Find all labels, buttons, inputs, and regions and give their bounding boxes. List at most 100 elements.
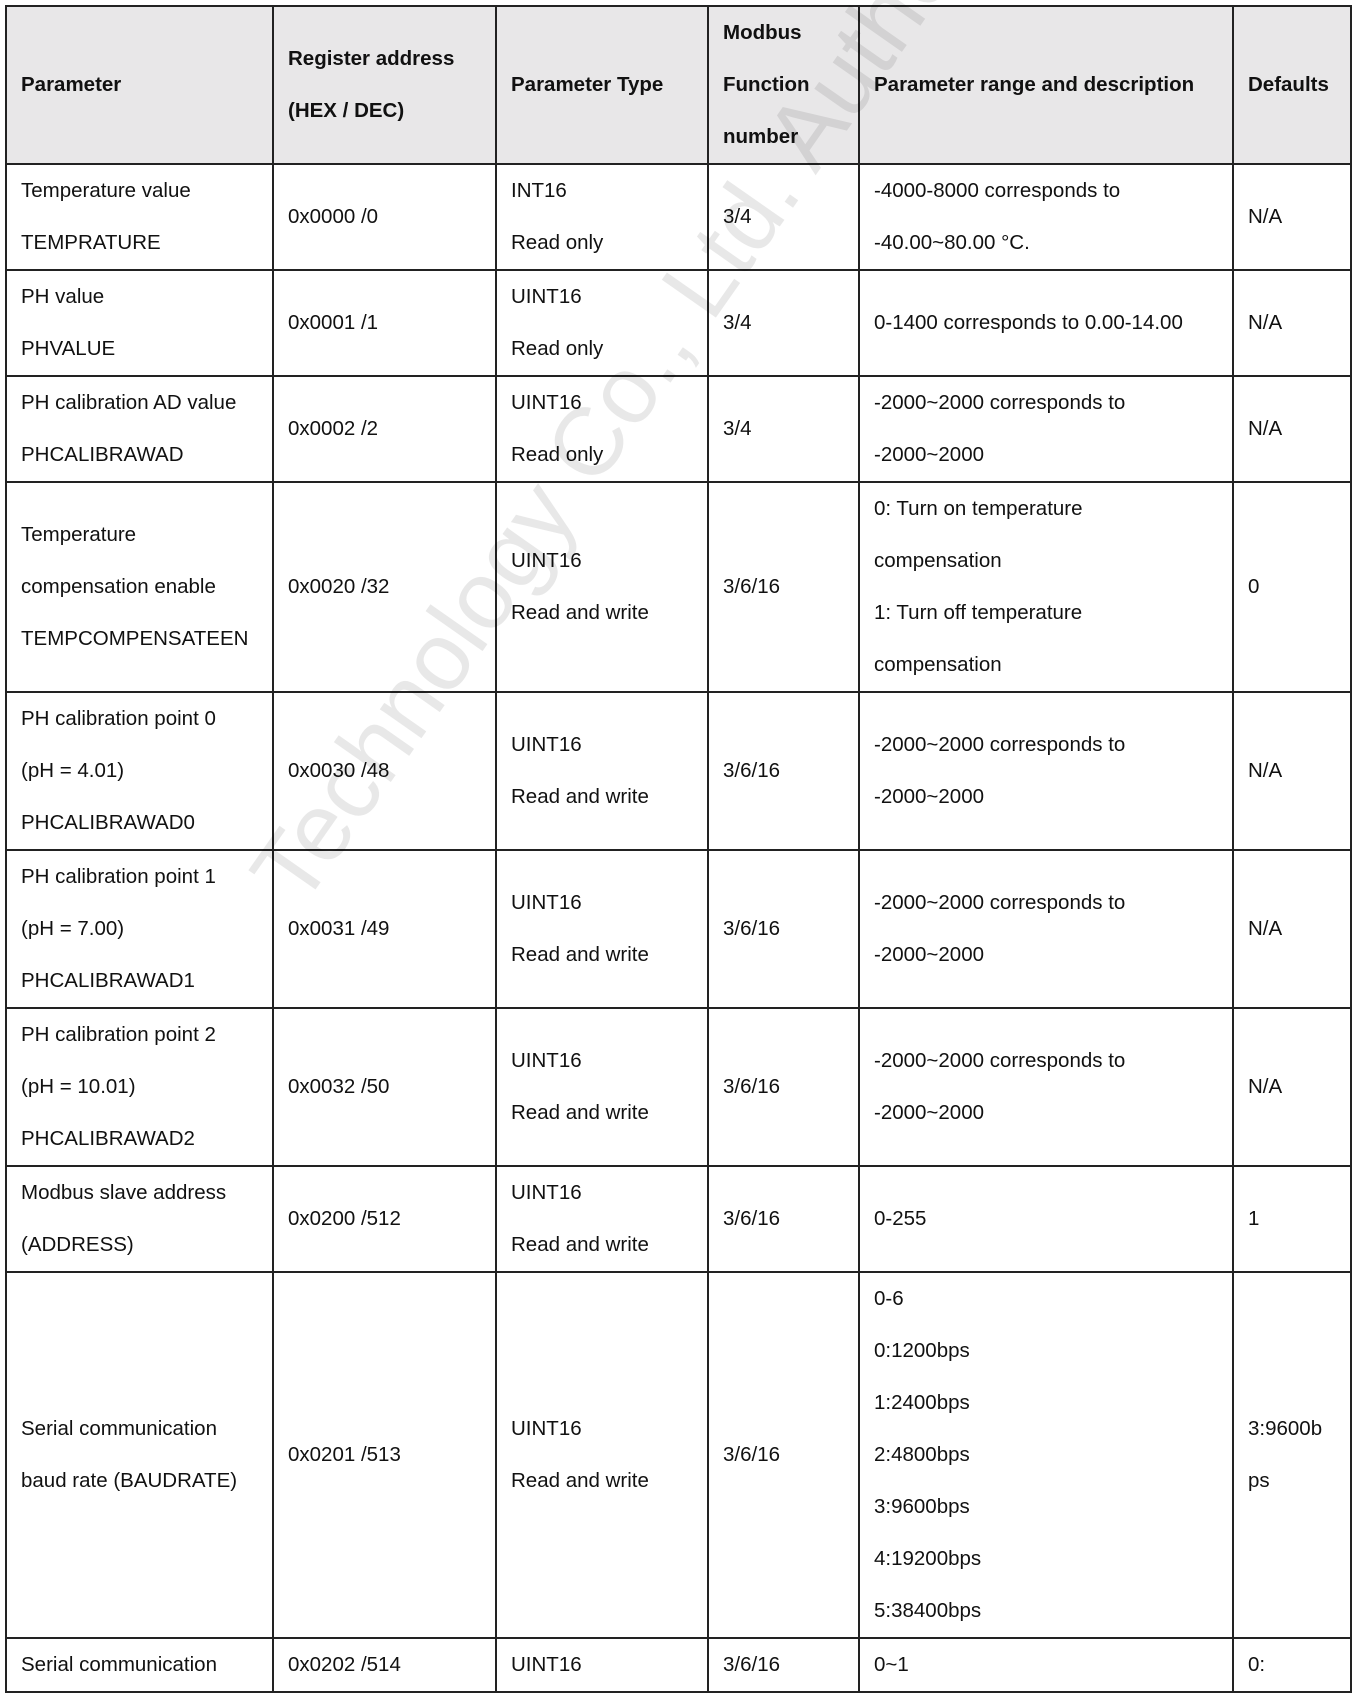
cell-text: 1: Turn off temperature	[874, 601, 1083, 624]
cell-text: -2000~2000	[874, 785, 985, 808]
cell-function-number: 3/6/16	[707, 1271, 860, 1639]
cell-text: PH calibration point 0	[21, 707, 216, 730]
cell-text: Temperature	[21, 523, 137, 546]
cell-text: PH calibration AD value	[21, 391, 237, 414]
header-text: number	[723, 125, 799, 148]
header-text: Register address	[288, 47, 455, 70]
cell-function-number: 3/6/16	[707, 1007, 860, 1167]
cell-text: UINT16	[511, 549, 582, 572]
cell-parameter: PH calibration point 0 (pH = 4.01) PHCALIB…	[5, 691, 274, 851]
cell-text: compensation enable	[21, 575, 216, 598]
cell-parameter-type: UINT16 Read and write	[495, 1165, 709, 1273]
cell-range-description: 0~1	[858, 1637, 1234, 1693]
cell-text: Read only	[511, 337, 604, 360]
cell-text: ps	[1248, 1469, 1270, 1492]
cell-parameter: PH calibration AD value PHCALIBRAWAD	[5, 375, 274, 483]
cell-text: 0-255	[874, 1207, 927, 1230]
cell-text: 0~1	[874, 1653, 909, 1676]
header-parameter: Parameter	[5, 5, 274, 165]
cell-defaults: 0	[1232, 481, 1352, 693]
header-text: Defaults	[1248, 73, 1329, 96]
cell-parameter: Temperature compensation enable TEMPCOMPEN…	[5, 481, 274, 693]
cell-text: 0:1200bps	[874, 1339, 970, 1362]
cell-range-description: -2000~2000 corresponds to -2000~2000	[858, 1007, 1234, 1167]
cell-text: -2000~2000	[874, 943, 985, 966]
table-row: PH calibration point 1 (pH = 7.00) PHCALIB…	[5, 849, 1352, 1009]
cell-defaults: N/A	[1232, 1007, 1352, 1167]
cell-text: N/A	[1248, 205, 1283, 228]
cell-text: Read and write	[511, 1101, 649, 1124]
cell-parameter: Serial communication	[5, 1637, 274, 1693]
cell-defaults: N/A	[1232, 269, 1352, 377]
table-row: Temperature compensation enable TEMPCOMPEN…	[5, 481, 1352, 693]
cell-text: PHCALIBRAWAD	[21, 443, 184, 466]
cell-text: Read and write	[511, 785, 649, 808]
cell-register-address: 0x0001 /1	[272, 269, 497, 377]
cell-function-number: 3/6/16	[707, 691, 860, 851]
cell-function-number: 3/4	[707, 269, 860, 377]
cell-range-description: -2000~2000 corresponds to -2000~2000	[858, 691, 1234, 851]
cell-text: PH calibration point 2	[21, 1023, 216, 1046]
cell-function-number: 3/4	[707, 375, 860, 483]
cell-text: UINT16	[511, 733, 582, 756]
table-row: Serial communication 0x0202 /514 UINT16 3/6…	[5, 1637, 1352, 1693]
header-text: Function	[723, 73, 810, 96]
cell-text: UINT16	[511, 891, 582, 914]
cell-text: 4:19200bps	[874, 1547, 982, 1570]
cell-text: -2000~2000	[874, 1101, 985, 1124]
cell-text: 1:2400bps	[874, 1391, 970, 1414]
cell-text: PH calibration point 1	[21, 865, 216, 888]
cell-register-address: 0x0000 /0	[272, 163, 497, 271]
cell-text: UINT16	[511, 1181, 582, 1204]
header-defaults: Defaults	[1232, 5, 1352, 165]
table-row: Serial communication baud rate (BAUDRATE)…	[5, 1271, 1352, 1639]
cell-parameter-type: UINT16 Read and write	[495, 1271, 709, 1639]
cell-text: Read and write	[511, 943, 649, 966]
cell-text: -2000~2000	[874, 443, 985, 466]
cell-text: 1	[1248, 1207, 1260, 1230]
cell-text: UINT16	[511, 285, 582, 308]
cell-text: 0-6	[874, 1287, 904, 1310]
cell-defaults: 3:9600b ps	[1232, 1271, 1352, 1639]
cell-text: baud rate (BAUDRATE)	[21, 1469, 238, 1492]
cell-parameter: Temperature value TEMPRATURE	[5, 163, 274, 271]
header-text: (HEX / DEC)	[288, 99, 405, 122]
header-text: Parameter	[21, 73, 122, 96]
cell-defaults: N/A	[1232, 849, 1352, 1009]
header-text: Parameter range and description	[874, 73, 1195, 96]
cell-parameter-type: UINT16 Read only	[495, 269, 709, 377]
table-row: Modbus slave address (ADDRESS) 0x0200 /512…	[5, 1165, 1352, 1273]
cell-text: UINT16	[511, 1049, 582, 1072]
cell-range-description: 0-255	[858, 1165, 1234, 1273]
cell-range-description: -2000~2000 corresponds to -2000~2000	[858, 375, 1234, 483]
cell-text: 3:9600b	[1248, 1417, 1323, 1440]
cell-text: N/A	[1248, 311, 1283, 334]
cell-parameter-type: UINT16 Read only	[495, 375, 709, 483]
cell-text: -2000~2000 corresponds to	[874, 1049, 1126, 1072]
cell-text: PHVALUE	[21, 337, 116, 360]
cell-text: -4000-8000 corresponds to	[874, 179, 1121, 202]
cell-register-address: 0x0032 /50	[272, 1007, 497, 1167]
header-parameter-type: Parameter Type	[495, 5, 709, 165]
header-row: Parameter Register address (HEX / DEC) Para…	[5, 5, 1352, 165]
cell-text: 2:4800bps	[874, 1443, 970, 1466]
cell-text: PHCALIBRAWAD1	[21, 969, 195, 992]
cell-parameter: Modbus slave address (ADDRESS)	[5, 1165, 274, 1273]
cell-text: 3:9600bps	[874, 1495, 970, 1518]
cell-text: Modbus slave address	[21, 1181, 227, 1204]
cell-parameter: PH value PHVALUE	[5, 269, 274, 377]
table-row: PH value PHVALUE 0x0001 /1 UINT16 Read only 3…	[5, 269, 1352, 377]
cell-text: PH value	[21, 285, 105, 308]
cell-text: -2000~2000 corresponds to	[874, 891, 1126, 914]
cell-text: Serial communication	[21, 1417, 217, 1440]
table-row: Temperature value TEMPRATURE 0x0000 /0 INT1…	[5, 163, 1352, 271]
cell-range-description: -4000-8000 corresponds to -40.00~80.00 °C…	[858, 163, 1234, 271]
cell-function-number: 3/6/16	[707, 1165, 860, 1273]
cell-text: -2000~2000 corresponds to	[874, 733, 1126, 756]
cell-parameter-type: UINT16 Read and write	[495, 849, 709, 1009]
cell-text: (pH = 4.01)	[21, 759, 125, 782]
cell-text: UINT16	[511, 1417, 582, 1440]
cell-text: N/A	[1248, 917, 1283, 940]
cell-parameter-type: UINT16	[495, 1637, 709, 1693]
cell-register-address: 0x0020 /32	[272, 481, 497, 693]
